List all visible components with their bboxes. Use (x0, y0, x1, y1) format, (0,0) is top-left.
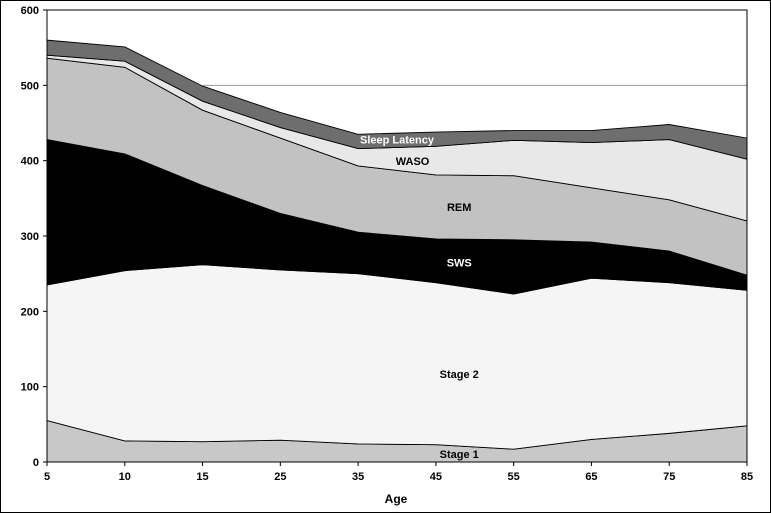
x-tick-label: 85 (741, 471, 753, 483)
area-layer (46, 39, 748, 463)
y-tick-label: 600 (21, 5, 39, 17)
axis-layer (43, 9, 748, 466)
x-tick-label: 65 (585, 471, 597, 483)
x-tick-label: 5 (44, 471, 50, 483)
x-tick-label: 10 (119, 471, 131, 483)
x-tick-label: 15 (196, 471, 208, 483)
series-label-sws: SWS (447, 258, 472, 270)
y-tick-label: 500 (21, 80, 39, 92)
series-label-waso: WASO (396, 156, 430, 168)
series-label-sleep-latency: Sleep Latency (360, 135, 435, 147)
x-tick-label: 55 (508, 471, 520, 483)
x-tick-label: 35 (352, 471, 364, 483)
series-label-stage-1: Stage 1 (440, 449, 479, 461)
y-tick-label: 100 (21, 382, 39, 394)
x-tick-label: 25 (274, 471, 286, 483)
x-tick-label: 75 (663, 471, 675, 483)
series-labels: Stage 1 Stage 2 SWS REM WASO Sleep Latency (360, 135, 479, 461)
area-stage-2 (46, 264, 748, 450)
y-tick-label: 0 (33, 457, 39, 469)
y-tick-labels: 0 100 200 300 400 500 600 (21, 5, 39, 469)
x-tick-labels: 5 10 15 25 35 45 55 65 75 85 (44, 471, 753, 483)
x-tick-label: 45 (430, 471, 442, 483)
y-tick-label: 200 (21, 306, 39, 318)
series-label-stage-2: Stage 2 (440, 369, 479, 381)
y-tick-label: 300 (21, 231, 39, 243)
x-axis-title: Age (385, 492, 408, 506)
y-tick-label: 400 (21, 156, 39, 168)
series-label-rem: REM (447, 202, 471, 214)
